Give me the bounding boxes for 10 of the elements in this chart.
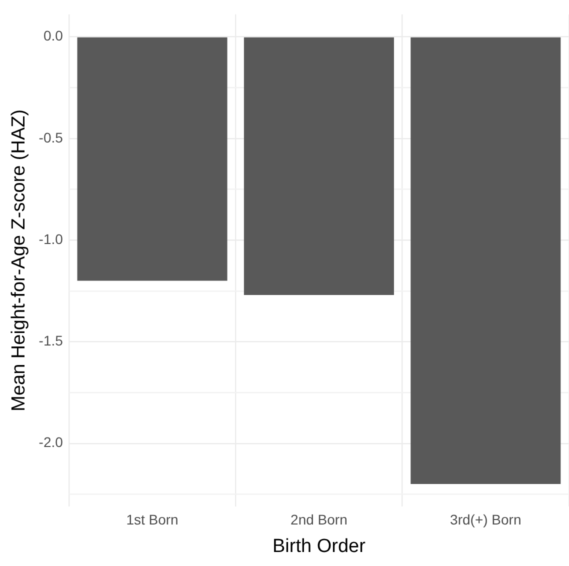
y-tick-label: -2.0: [38, 434, 64, 450]
y-tick-label: -1.5: [38, 332, 64, 349]
y-tick-label: 0.0: [43, 28, 64, 44]
y-tick-label: -0.5: [38, 129, 64, 146]
x-tick-label: 1st Born: [126, 512, 178, 528]
x-tick-label: 3rd(+) Born: [450, 512, 522, 528]
x-axis-title: Birth Order: [272, 536, 366, 557]
y-axis-title: Mean Height-for-Age Z-score (HAZ): [8, 109, 30, 412]
y-tick-label: -1.0: [38, 230, 64, 247]
x-tick-label: 2nd Born: [290, 512, 348, 528]
